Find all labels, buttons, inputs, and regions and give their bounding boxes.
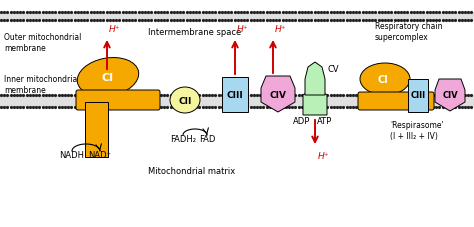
Text: ATP: ATP bbox=[318, 117, 333, 126]
Text: NAD⁺: NAD⁺ bbox=[89, 151, 111, 160]
Text: Intermembrane space: Intermembrane space bbox=[148, 27, 241, 36]
Polygon shape bbox=[85, 103, 108, 157]
Text: CI: CI bbox=[378, 75, 388, 85]
Text: Outer mitochondrial
membrane: Outer mitochondrial membrane bbox=[4, 33, 82, 52]
Text: H⁺: H⁺ bbox=[109, 25, 120, 34]
Bar bbox=[0, 13, 474, 21]
Polygon shape bbox=[222, 78, 248, 113]
Ellipse shape bbox=[360, 64, 410, 96]
Text: Inner mitochondrial
membrane: Inner mitochondrial membrane bbox=[4, 75, 80, 94]
Text: CII: CII bbox=[178, 96, 191, 105]
Bar bbox=[0, 96, 474, 108]
Polygon shape bbox=[435, 80, 465, 111]
Text: FADH₂: FADH₂ bbox=[170, 135, 196, 144]
Text: ADP: ADP bbox=[293, 117, 310, 126]
Polygon shape bbox=[261, 77, 295, 113]
Text: H⁺: H⁺ bbox=[237, 25, 248, 34]
Text: Mitochondrial matrix: Mitochondrial matrix bbox=[148, 167, 235, 176]
FancyBboxPatch shape bbox=[76, 91, 160, 111]
Text: CI: CI bbox=[102, 73, 114, 83]
Text: CIV: CIV bbox=[270, 90, 286, 99]
Ellipse shape bbox=[77, 58, 139, 97]
Text: H⁺: H⁺ bbox=[318, 151, 329, 160]
Polygon shape bbox=[305, 63, 325, 96]
Text: CIII: CIII bbox=[227, 90, 243, 99]
Text: Respiratory chain
supercomplex: Respiratory chain supercomplex bbox=[375, 22, 443, 42]
Polygon shape bbox=[408, 80, 428, 113]
FancyBboxPatch shape bbox=[358, 93, 434, 111]
Text: CIII: CIII bbox=[410, 91, 426, 100]
Polygon shape bbox=[303, 88, 327, 116]
Text: H⁺: H⁺ bbox=[275, 25, 286, 34]
Text: CIV: CIV bbox=[442, 91, 458, 100]
Text: NADH: NADH bbox=[60, 151, 84, 160]
Text: 'Respirasome'
(I + III₂ + IV): 'Respirasome' (I + III₂ + IV) bbox=[390, 121, 444, 140]
Text: CV: CV bbox=[328, 65, 340, 74]
Text: FAD: FAD bbox=[199, 135, 215, 144]
Ellipse shape bbox=[170, 88, 200, 114]
